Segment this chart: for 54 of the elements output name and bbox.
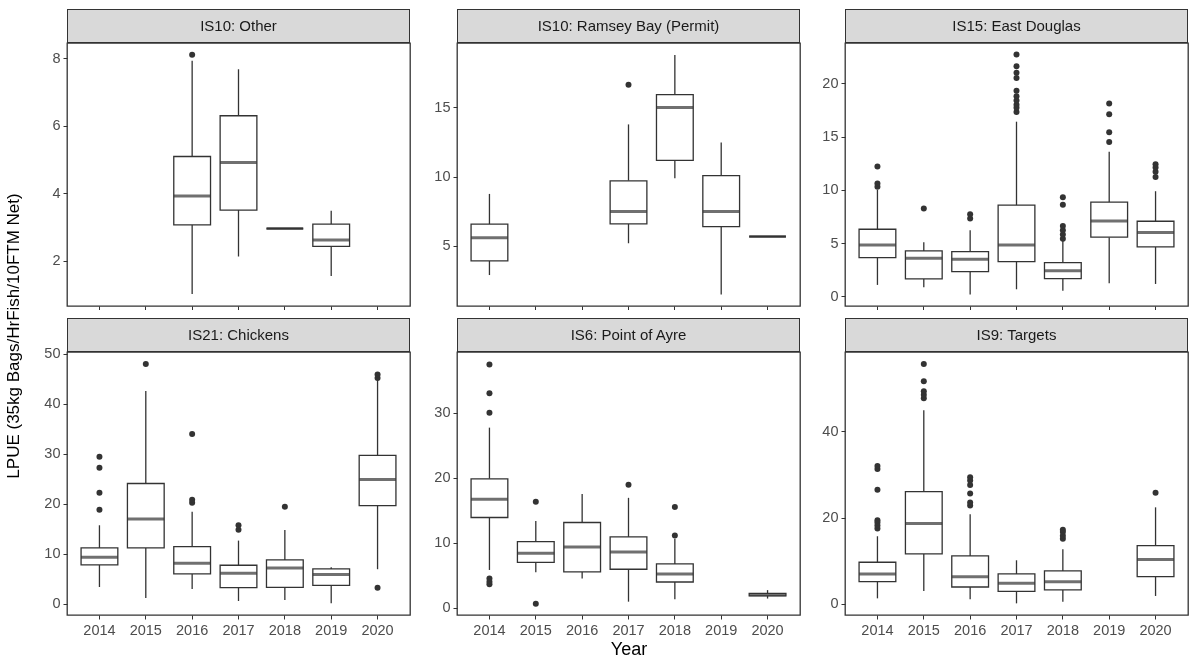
y-tick-label: 20: [822, 509, 839, 526]
y-tick-label: 2: [52, 252, 61, 269]
y-tick-label: 0: [830, 595, 839, 612]
chart-title: IS10: Other: [67, 9, 410, 43]
y-tick-label: 50: [44, 345, 61, 362]
y-tick-label: 8: [52, 49, 61, 66]
y-tick-label: 40: [822, 422, 839, 439]
y-tick-label: 15: [434, 98, 451, 115]
x-tick-label: 2014: [861, 621, 894, 638]
y-tick-label: 10: [434, 168, 451, 184]
y-tick-label: 0: [52, 595, 61, 612]
y-tick-label: 6: [52, 117, 61, 134]
chart-title: IS10: Ramsey Bay (Permit): [457, 9, 800, 43]
x-tick-label: 2015: [519, 621, 552, 638]
y-tick-label: 30: [44, 445, 61, 462]
y-tick-label: 20: [822, 74, 839, 91]
y-tick-label: 40: [44, 395, 61, 412]
x-axis-title: Year: [610, 639, 648, 659]
x-tick-label: 2017: [1000, 621, 1033, 638]
x-tick-label: 2018: [1046, 621, 1079, 638]
x-tick-label: 2017: [612, 621, 645, 638]
chart-title: IS15: East Douglas: [845, 9, 1188, 43]
x-tick-label: 2014: [473, 621, 506, 638]
y-tick-label: 0: [830, 287, 839, 304]
x-tick-label: 2016: [566, 621, 599, 638]
y-tick-label: 30: [434, 404, 451, 421]
x-tick-label: 2015: [129, 621, 162, 638]
y-tick-label: 5: [830, 234, 839, 251]
x-tick-label: 2017: [222, 621, 255, 638]
x-tick-label: 2020: [361, 621, 394, 638]
y-tick-label: 5: [442, 237, 451, 254]
x-tick-label: 2019: [1093, 621, 1126, 638]
x-tick-label: 2018: [268, 621, 301, 638]
x-tick-label: 2016: [954, 621, 987, 638]
y-tick-label: 4: [52, 184, 61, 201]
x-tick-label: 2015: [907, 621, 940, 638]
y-tick-label: 20: [434, 469, 451, 486]
y-tick-label: 10: [822, 181, 839, 198]
y-tick-label: 20: [44, 495, 61, 512]
x-tick-label: 2014: [83, 621, 116, 638]
y-tick-label: 10: [44, 545, 61, 562]
y-axis-title: LPUE (35kg Bags/HrFish/10FTM Net): [4, 192, 24, 479]
x-tick-label: 2019: [705, 621, 738, 638]
chart-title: IS6: Point of Ayre: [457, 318, 800, 352]
y-tick-label: 0: [442, 599, 451, 616]
x-tick-label: 2020: [751, 621, 784, 638]
chart-title: IS21: Chickens: [67, 318, 410, 352]
x-tick-label: 2020: [1139, 621, 1172, 638]
x-tick-label: 2019: [315, 621, 348, 638]
x-tick-label: 2016: [176, 621, 209, 638]
y-tick-label: 15: [822, 128, 839, 145]
x-tick-label: 2018: [658, 621, 691, 638]
y-tick-label: 10: [434, 534, 451, 551]
chart-title: IS9: Targets: [845, 318, 1188, 352]
